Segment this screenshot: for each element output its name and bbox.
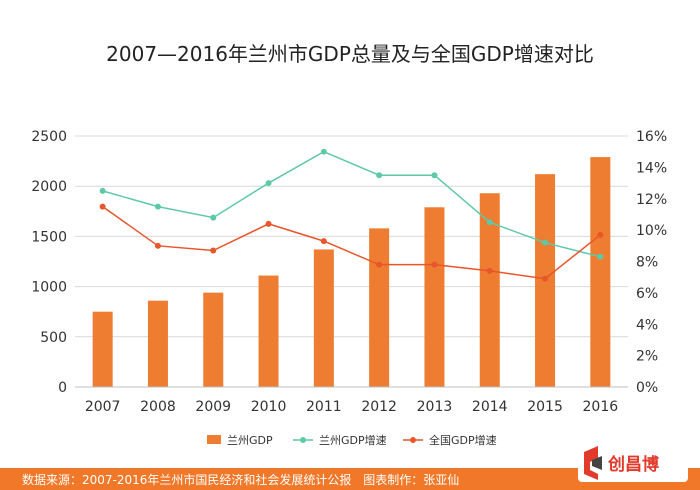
point-lanzhou-growth bbox=[376, 172, 383, 179]
footer-source: 数据来源：2007-2016年兰州市国民经济和社会发展统计公报 bbox=[22, 473, 352, 487]
line-series bbox=[99, 148, 604, 282]
point-national-growth bbox=[597, 231, 604, 238]
x-tick-label: 2014 bbox=[472, 399, 508, 415]
x-tick-label: 2011 bbox=[306, 399, 342, 415]
y-right-tick-label: 12% bbox=[636, 192, 667, 208]
y-right-tick-label: 14% bbox=[636, 160, 667, 176]
y-right-tick-label: 16% bbox=[636, 129, 667, 145]
x-tick-label: 2007 bbox=[85, 399, 121, 415]
axes: 0 500 1000 1500 2000 2500 0% 2% 4% 6% 8% 10% 12% 14% 1… bbox=[31, 129, 667, 415]
chart-title: 2007—2016年兰州市GDP总量及与全国GDP增速对比 bbox=[106, 42, 594, 66]
legend-national-growth-label: 全国GDP增速 bbox=[429, 433, 497, 447]
y-right-tick-label: 6% bbox=[636, 286, 658, 302]
bar-lanzhou-gdp bbox=[590, 157, 611, 387]
y-left-tick-label: 2500 bbox=[31, 129, 67, 145]
legend-lanzhou-gdp-swatch bbox=[207, 435, 221, 444]
point-national-growth bbox=[99, 203, 106, 210]
x-tick-label: 2010 bbox=[251, 399, 287, 415]
x-tick-label: 2012 bbox=[361, 399, 397, 415]
y-left-tick-label: 1000 bbox=[31, 280, 67, 296]
bar-lanzhou-gdp bbox=[258, 275, 279, 387]
y-left-tick-label: 2000 bbox=[31, 179, 67, 195]
point-national-growth bbox=[486, 267, 493, 274]
y-right-tick-label: 8% bbox=[636, 255, 658, 271]
bar-lanzhou-gdp bbox=[147, 300, 168, 387]
footer-bar: 数据来源：2007-2016年兰州市国民经济和社会发展统计公报 图表制作：张亚仙 bbox=[0, 468, 700, 490]
x-tick-label: 2009 bbox=[195, 399, 231, 415]
point-lanzhou-growth bbox=[320, 148, 327, 155]
point-lanzhou-growth bbox=[597, 253, 604, 260]
y-left-tick-label: 1500 bbox=[31, 229, 67, 245]
y-right-tick-label: 0% bbox=[636, 380, 658, 396]
line-lanzhou-growth bbox=[102, 150, 601, 258]
point-national-growth bbox=[154, 242, 161, 249]
point-lanzhou-growth bbox=[486, 219, 493, 226]
point-national-growth bbox=[376, 261, 383, 268]
legend-lanzhou-growth-marker bbox=[300, 437, 306, 443]
legend-national-growth-marker bbox=[410, 437, 416, 443]
logo-text: 创昌博 bbox=[607, 454, 659, 475]
point-lanzhou-growth bbox=[210, 214, 217, 221]
bar-series bbox=[92, 157, 611, 387]
point-national-growth bbox=[210, 247, 217, 254]
point-lanzhou-growth bbox=[265, 180, 272, 187]
point-national-growth bbox=[320, 238, 327, 245]
point-national-growth bbox=[431, 261, 438, 268]
bar-lanzhou-gdp bbox=[479, 193, 500, 387]
x-tick-label: 2015 bbox=[527, 399, 563, 415]
x-tick-label: 2013 bbox=[417, 399, 453, 415]
point-lanzhou-growth bbox=[99, 187, 106, 194]
bar-lanzhou-gdp bbox=[313, 249, 334, 387]
x-tick-label: 2016 bbox=[583, 399, 619, 415]
y-right-tick-label: 4% bbox=[636, 317, 658, 333]
point-national-growth bbox=[265, 220, 272, 227]
y-left-tick-label: 0 bbox=[58, 380, 67, 396]
y-right-tick-label: 10% bbox=[636, 223, 667, 239]
bar-lanzhou-gdp bbox=[92, 311, 113, 387]
point-lanzhou-growth bbox=[431, 172, 438, 179]
bar-lanzhou-gdp bbox=[424, 207, 445, 387]
y-right-tick-label: 2% bbox=[636, 349, 658, 365]
bar-lanzhou-gdp bbox=[203, 292, 224, 387]
point-lanzhou-growth bbox=[542, 239, 549, 246]
point-national-growth bbox=[542, 275, 549, 282]
footer-author: 图表制作：张亚仙 bbox=[363, 473, 460, 487]
point-lanzhou-growth bbox=[154, 203, 161, 210]
brand-logo: 创昌博 bbox=[578, 444, 688, 482]
line-national-growth bbox=[102, 205, 601, 280]
y-left-tick-label: 500 bbox=[40, 330, 67, 346]
footer-text: 数据来源：2007-2016年兰州市国民经济和社会发展统计公报 图表制作：张亚仙 bbox=[22, 471, 459, 488]
legend: 兰州GDP 兰州GDP增速 全国GDP增速 bbox=[207, 433, 497, 447]
bar-lanzhou-gdp bbox=[369, 228, 390, 387]
x-tick-label: 2008 bbox=[140, 399, 176, 415]
legend-lanzhou-gdp-label: 兰州GDP bbox=[227, 434, 273, 447]
legend-lanzhou-growth-label: 兰州GDP增速 bbox=[319, 433, 387, 447]
logo-icon bbox=[584, 446, 602, 480]
